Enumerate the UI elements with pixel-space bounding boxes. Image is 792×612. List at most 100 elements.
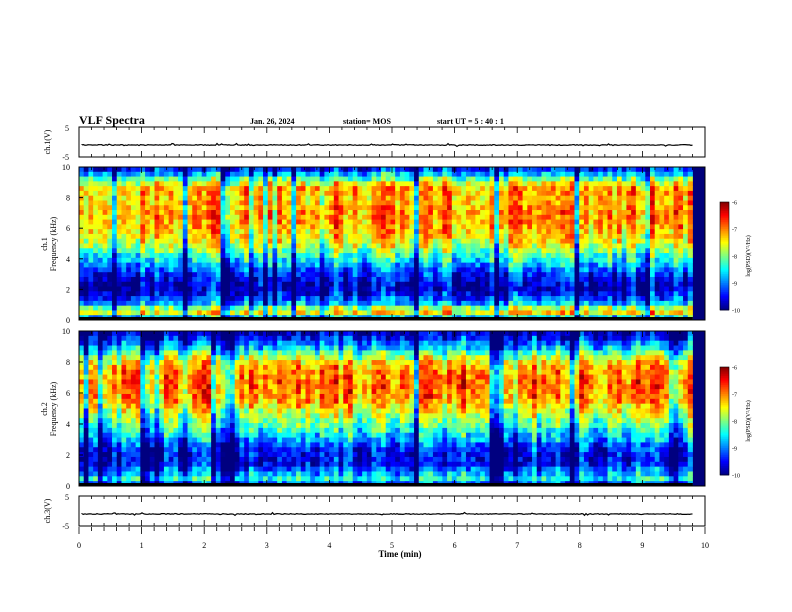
- spectrogram-cell: [112, 190, 118, 197]
- spectrogram-cell: [381, 167, 387, 173]
- spectrogram-cell: [126, 413, 132, 419]
- spectrogram-cell: [404, 229, 410, 235]
- spectrogram-cell: [347, 205, 354, 211]
- spectrogram-cell: [225, 219, 231, 225]
- spectrogram-cell: [230, 214, 236, 220]
- spectrogram-cell: [93, 374, 99, 380]
- spectrogram-cell: [126, 171, 132, 177]
- spectrogram-cell: [149, 335, 155, 342]
- spectrogram-cell: [395, 281, 401, 287]
- spectrogram-cell: [465, 205, 472, 211]
- spectrogram-cell: [437, 262, 443, 268]
- spectrogram-cell: [588, 310, 594, 316]
- spectrogram-cell: [263, 281, 269, 287]
- spectrogram-cell: [645, 229, 651, 235]
- spectrogram-cell: [414, 233, 420, 240]
- spectrogram-cell: [333, 181, 339, 187]
- spectrogram-cell: [428, 205, 434, 211]
- spectrogram-cell: [418, 286, 424, 292]
- spectrogram-cell: [357, 195, 363, 201]
- spectrogram-cell: [234, 205, 240, 211]
- spectrogram-cell: [211, 286, 217, 292]
- spectrogram-cell: [607, 171, 613, 177]
- spectrogram-cell: [79, 200, 85, 206]
- spectrogram-cell: [79, 432, 85, 438]
- spectrogram-cell: [654, 272, 660, 278]
- spectrogram-cell: [130, 233, 137, 240]
- spectrogram-cell: [258, 291, 264, 297]
- spectrogram-cell: [305, 200, 311, 206]
- spectrogram-cell: [616, 186, 623, 192]
- spectrogram-cell: [97, 205, 103, 211]
- spectrogram-cell: [272, 262, 278, 268]
- spectrogram-cell: [338, 171, 344, 177]
- spectrogram-cell: [583, 291, 590, 297]
- spectrogram-cell: [329, 253, 335, 259]
- spectrogram-cell: [541, 205, 547, 211]
- spectrogram-cell: [173, 186, 179, 192]
- spectrogram-cell: [300, 205, 306, 211]
- spectrogram-cell: [503, 296, 509, 302]
- spectrogram-cell: [93, 355, 99, 361]
- spectrogram-cell: [456, 214, 462, 220]
- spectrogram-cell: [182, 310, 188, 316]
- spectrogram-cell: [598, 262, 604, 268]
- spectrogram-cell: [324, 262, 330, 268]
- spectrogram-cell: [163, 466, 170, 472]
- spectrogram-cell: [93, 219, 99, 225]
- spectrogram-cell: [173, 200, 179, 206]
- spectrogram-cell: [88, 364, 94, 371]
- spectrogram-cell: [579, 267, 585, 273]
- spectrogram-cell: [173, 190, 179, 197]
- spectrogram-cell: [659, 181, 665, 187]
- spectrogram-cell: [130, 466, 137, 472]
- spectrogram-cell: [324, 190, 330, 197]
- spectrogram-cell: [244, 205, 250, 211]
- spectrogram-cell: [178, 257, 184, 264]
- spectrogram-cell: [149, 466, 155, 472]
- spectrogram-cell: [102, 262, 108, 268]
- spectrogram-cell: [154, 427, 160, 434]
- spectrogram-cell: [664, 291, 670, 297]
- spectrogram-cell: [93, 229, 99, 235]
- spectrogram-cell: [484, 224, 490, 230]
- spectrogram-cell: [187, 248, 193, 254]
- spectrogram-cell: [239, 253, 245, 259]
- spectrogram-cell: [263, 171, 269, 177]
- spectrogram-cell: [612, 305, 618, 311]
- spectrogram-cell: [598, 205, 604, 211]
- spectrogram-cell: [286, 233, 292, 240]
- spectrogram-cell: [470, 291, 476, 297]
- spectrogram-cell: [593, 286, 599, 292]
- spectrogram-cell: [541, 272, 547, 278]
- spectrogram-cell: [168, 233, 174, 240]
- spectrogram-cell: [168, 243, 174, 249]
- spectrogram-cell: [149, 224, 155, 230]
- spectrogram-cell: [432, 186, 439, 192]
- spectrogram-cell: [456, 224, 462, 230]
- spectrogram-cell: [211, 243, 217, 249]
- spectrogram-cell: [612, 238, 618, 244]
- spectrogram-cell: [376, 200, 382, 206]
- spectrogram-cell: [333, 286, 339, 292]
- spectrogram-cell: [305, 214, 311, 220]
- spectrogram-cell: [480, 248, 486, 254]
- spectrogram-cell: [588, 186, 594, 192]
- spectrogram-cell: [121, 272, 127, 278]
- spectrogram-cell: [163, 442, 170, 448]
- spectrogram-cell: [522, 286, 528, 292]
- spectrogram-cell: [215, 167, 221, 173]
- spectrogram-cell: [163, 291, 170, 297]
- spectrogram-cell: [107, 276, 113, 283]
- spectrogram-cell: [187, 331, 193, 337]
- spectrogram-cell: [598, 276, 604, 283]
- spectrogram-cell: [484, 243, 490, 249]
- spectrogram-cell: [489, 281, 495, 287]
- spectrogram-cell: [168, 456, 174, 463]
- spectrogram-cell: [192, 248, 198, 254]
- spectrogram-cell: [432, 205, 439, 211]
- spectrogram-cell: [126, 369, 132, 375]
- spectrogram-cell: [583, 190, 590, 197]
- spectrogram-cell: [555, 181, 561, 187]
- spectrogram-cell: [598, 267, 604, 273]
